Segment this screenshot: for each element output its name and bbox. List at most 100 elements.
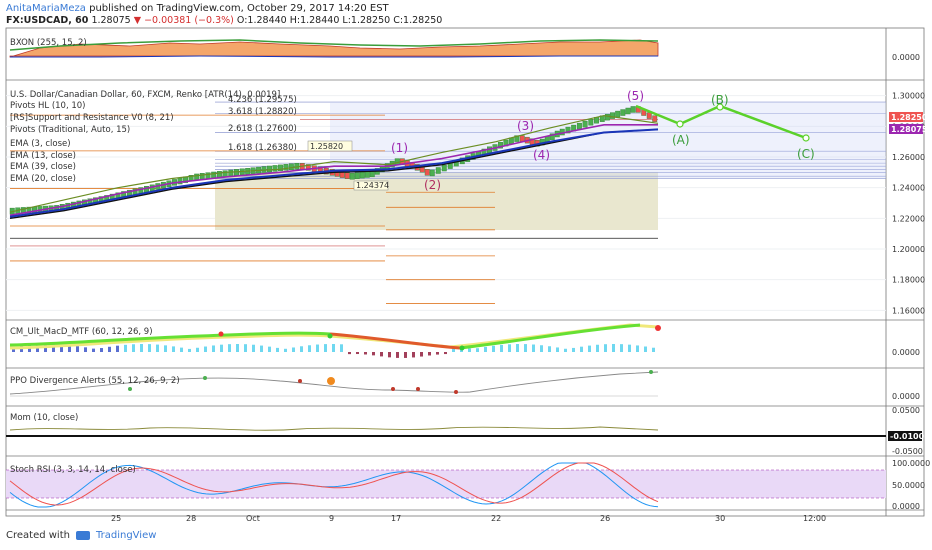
- macd-bar: [204, 346, 207, 352]
- legend-item[interactable]: EMA (20, close): [10, 174, 76, 184]
- renko-brick: [582, 120, 588, 128]
- macd-bar: [452, 346, 455, 352]
- legend-mom[interactable]: Mom (10, close): [10, 413, 79, 423]
- wave-point-b: [716, 103, 724, 111]
- renko-brick: [228, 169, 234, 177]
- macd-bar: [324, 344, 327, 352]
- macd-bar: [92, 348, 95, 352]
- renko-brick: [26, 206, 32, 214]
- macd-cross-dot: [218, 331, 224, 337]
- footer-created: Created with: [6, 530, 70, 541]
- time-tick: 12:00: [803, 514, 826, 523]
- renko-brick: [630, 106, 636, 113]
- macd-bar: [412, 352, 415, 358]
- legend-bxon[interactable]: BXON (255, 15, 2): [10, 38, 87, 48]
- pivot-tag-box: [307, 140, 353, 152]
- macd-bar: [404, 352, 407, 358]
- pivot-tag: 1.25820: [310, 142, 343, 151]
- macd-cross-dot: [655, 325, 661, 331]
- publish-text: published on TradingView.com, October 29…: [89, 3, 389, 14]
- wave-label-a: (A): [672, 133, 690, 147]
- macd-bar: [420, 352, 423, 357]
- macd-bar: [260, 345, 263, 352]
- macd-bar: [340, 344, 343, 352]
- macd-line-up: [9, 331, 331, 347]
- macd-cross-dot: [459, 345, 465, 351]
- macd-bar: [396, 352, 399, 358]
- fib-label: 4.236 (1.29575): [228, 95, 297, 105]
- macd-bar: [68, 345, 71, 352]
- macd-bar: [612, 344, 615, 352]
- renko-brick: [394, 158, 400, 165]
- chart-frame: [5, 27, 925, 517]
- macd-bar: [516, 344, 519, 352]
- renko-brick: [199, 173, 205, 180]
- mom-line: [9, 426, 659, 431]
- stoch-tick: 0.0000: [892, 502, 920, 511]
- last-price: 1.28075: [91, 15, 131, 26]
- macd-bar: [540, 345, 543, 352]
- footer-brand[interactable]: TradingView: [95, 530, 157, 541]
- tradingview-logo-icon[interactable]: [75, 531, 90, 540]
- mom-tick: 0.0500: [892, 406, 920, 415]
- stoch-band: [6, 470, 886, 498]
- legend-item[interactable]: Pivots HL (10, 10): [10, 101, 86, 111]
- macd-bar: [564, 348, 567, 352]
- open: O:1.28440: [236, 15, 287, 26]
- renko-brick: [194, 173, 200, 181]
- price-tick: 1.24000: [892, 184, 925, 193]
- macd-bar: [388, 352, 391, 358]
- legend-item[interactable]: EMA (13, close): [10, 151, 76, 161]
- renko-brick: [620, 109, 626, 116]
- time-tick: 9: [329, 514, 334, 523]
- macd-bar: [380, 352, 383, 357]
- renko-brick: [576, 122, 582, 130]
- macd-bar: [364, 352, 367, 355]
- renko-brick: [514, 135, 520, 142]
- legend-title[interactable]: U.S. Dollar/Canadian Dollar, 60, FXCM, R…: [10, 90, 281, 100]
- macd-bar: [188, 348, 191, 352]
- renko-brick: [364, 171, 370, 178]
- author-link[interactable]: AnitaMariaMeza: [6, 3, 86, 14]
- renko-brick: [222, 170, 228, 177]
- pivot-tag-box: [353, 180, 389, 191]
- macd-bar: [644, 346, 647, 352]
- renko-brick: [565, 126, 571, 134]
- legend-item[interactable]: Pivots (Traditional, Auto, 15): [10, 125, 131, 135]
- macd-bar: [556, 347, 559, 352]
- bxon-area: [9, 39, 659, 58]
- macd-bar: [244, 344, 247, 352]
- renko-brick: [205, 172, 211, 179]
- legend-ppo[interactable]: PPO Divergence Alerts (55, 12, 26, 9, 2): [10, 376, 180, 386]
- legend-item[interactable]: EMA (3, close): [10, 139, 71, 149]
- renko-brick: [288, 163, 294, 170]
- macd-line-down: [329, 332, 461, 350]
- macd-bar: [316, 344, 319, 352]
- ppo-dot: [391, 387, 395, 391]
- renko-brick: [216, 171, 222, 178]
- macd-bar: [636, 345, 639, 352]
- wave-label-1: (1): [391, 141, 408, 155]
- wave-label-5: (5): [627, 89, 644, 103]
- legend-item[interactable]: EMA (39, close): [10, 162, 76, 172]
- renko-brick: [277, 164, 283, 172]
- symbol-line: FX:USDCAD, 60 1.28075 ▼ −0.00381 (−0.3%)…: [6, 15, 442, 26]
- legend-item[interactable]: [RS]Support and Resistance V0 (8, 21): [10, 113, 174, 123]
- macd-bar: [548, 346, 551, 352]
- macd-bar: [532, 344, 535, 352]
- legend-macd[interactable]: CM_Ult_MacD_MTF (60, 12, 26, 9): [10, 327, 153, 337]
- renko-brick: [283, 164, 289, 171]
- elliott-projection: [635, 104, 807, 140]
- macd-bar: [596, 344, 599, 352]
- macd-bar: [220, 344, 223, 352]
- macd-bar: [308, 345, 311, 352]
- ppo-dot: [454, 390, 458, 394]
- price-tag-close: [889, 112, 923, 122]
- time-tick: 22: [491, 514, 501, 523]
- macd-bar: [100, 348, 103, 352]
- wave-label-3: (3): [517, 119, 534, 133]
- legend-stoch[interactable]: Stoch RSI (3, 3, 14, 14, close): [10, 465, 136, 475]
- ppo-dot: [327, 377, 335, 385]
- macd-bar: [164, 345, 167, 352]
